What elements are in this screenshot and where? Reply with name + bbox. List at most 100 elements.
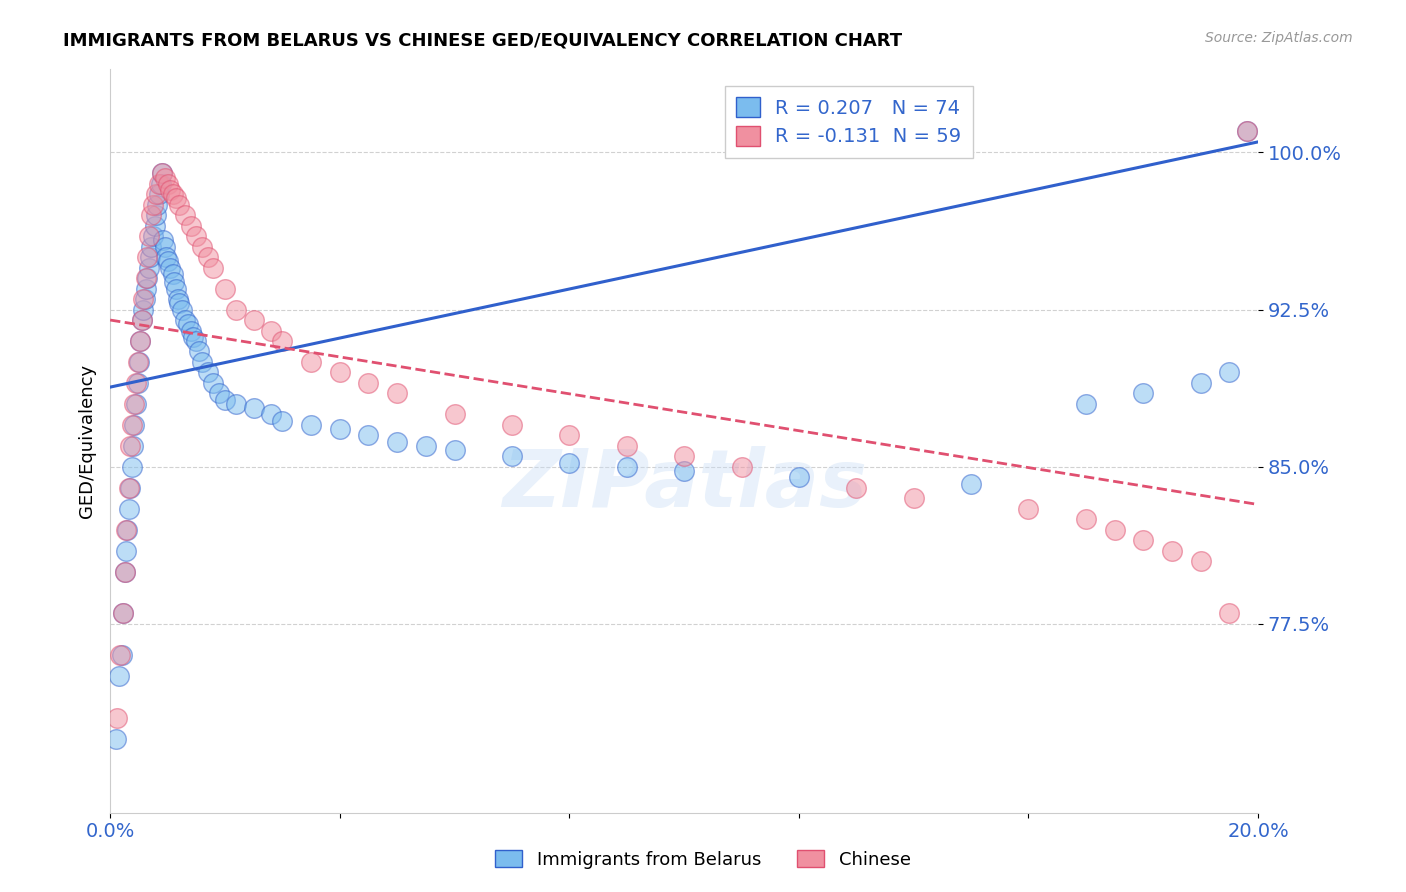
Point [299,355,322,369]
Point [1236,124,1258,138]
Point [197,366,219,380]
Point [107,669,129,683]
Point [131,313,153,327]
Point [271,414,294,428]
Point [730,459,752,474]
Point [1104,523,1126,537]
Point [165,282,187,296]
Point [1236,124,1258,138]
Point [208,386,231,401]
Point [127,376,149,390]
Point [122,417,145,432]
Point [443,408,465,422]
Point [173,208,195,222]
Text: Source: ZipAtlas.com: Source: ZipAtlas.com [1205,31,1353,45]
Point [159,183,181,197]
Point [125,376,148,390]
Point [120,481,142,495]
Point [162,187,184,202]
Point [156,177,179,191]
Point [139,250,162,264]
Point [127,355,149,369]
Point [138,229,160,244]
Point [1074,397,1097,411]
Y-axis label: GED/Equivalency: GED/Equivalency [79,364,96,517]
Point [385,434,408,449]
Point [1161,543,1184,558]
Point [299,417,322,432]
Point [616,439,638,453]
Point [558,456,581,470]
Point [1189,376,1212,390]
Point [167,198,190,212]
Text: ZIPatlas: ZIPatlas [502,446,866,524]
Point [1218,366,1240,380]
Point [214,392,236,407]
Point [135,282,157,296]
Point [170,302,193,317]
Point [188,344,211,359]
Point [159,260,181,275]
Point [142,229,165,244]
Legend: Immigrants from Belarus, Chinese: Immigrants from Belarus, Chinese [488,843,918,876]
Point [329,422,352,436]
Point [183,330,205,344]
Point [121,417,143,432]
Point [117,481,139,495]
Point [117,501,139,516]
Point [191,240,214,254]
Point [1132,533,1154,548]
Point [260,324,283,338]
Point [152,233,174,247]
Point [122,439,145,453]
Point [150,166,173,180]
Point [186,334,208,348]
Point [115,543,138,558]
Point [121,459,143,474]
Point [153,240,176,254]
Point [616,459,638,474]
Point [673,450,696,464]
Point [153,170,176,185]
Point [134,292,156,306]
Point [155,250,177,264]
Point [104,732,127,747]
Point [202,376,225,390]
Point [271,334,294,348]
Point [145,208,167,222]
Point [132,292,155,306]
Point [135,271,157,285]
Point [125,397,148,411]
Point [136,271,159,285]
Point [150,166,173,180]
Point [117,523,139,537]
Point [214,282,236,296]
Point [145,187,167,202]
Point [260,408,283,422]
Point [115,523,138,537]
Point [202,260,225,275]
Point [186,229,208,244]
Point [149,177,172,191]
Point [142,198,165,212]
Point [105,711,128,725]
Point [1218,607,1240,621]
Point [415,439,437,453]
Text: IMMIGRANTS FROM BELARUS VS CHINESE GED/EQUIVALENCY CORRELATION CHART: IMMIGRANTS FROM BELARUS VS CHINESE GED/E… [63,31,903,49]
Point [131,313,153,327]
Point [163,275,186,289]
Point [176,317,198,331]
Point [191,355,214,369]
Point [501,450,523,464]
Point [845,481,868,495]
Point [114,565,136,579]
Point [225,397,247,411]
Point [225,302,247,317]
Point [129,334,152,348]
Point [148,177,170,191]
Point [129,334,152,348]
Point [673,464,696,478]
Point [141,240,163,254]
Point [1189,554,1212,568]
Point [357,376,380,390]
